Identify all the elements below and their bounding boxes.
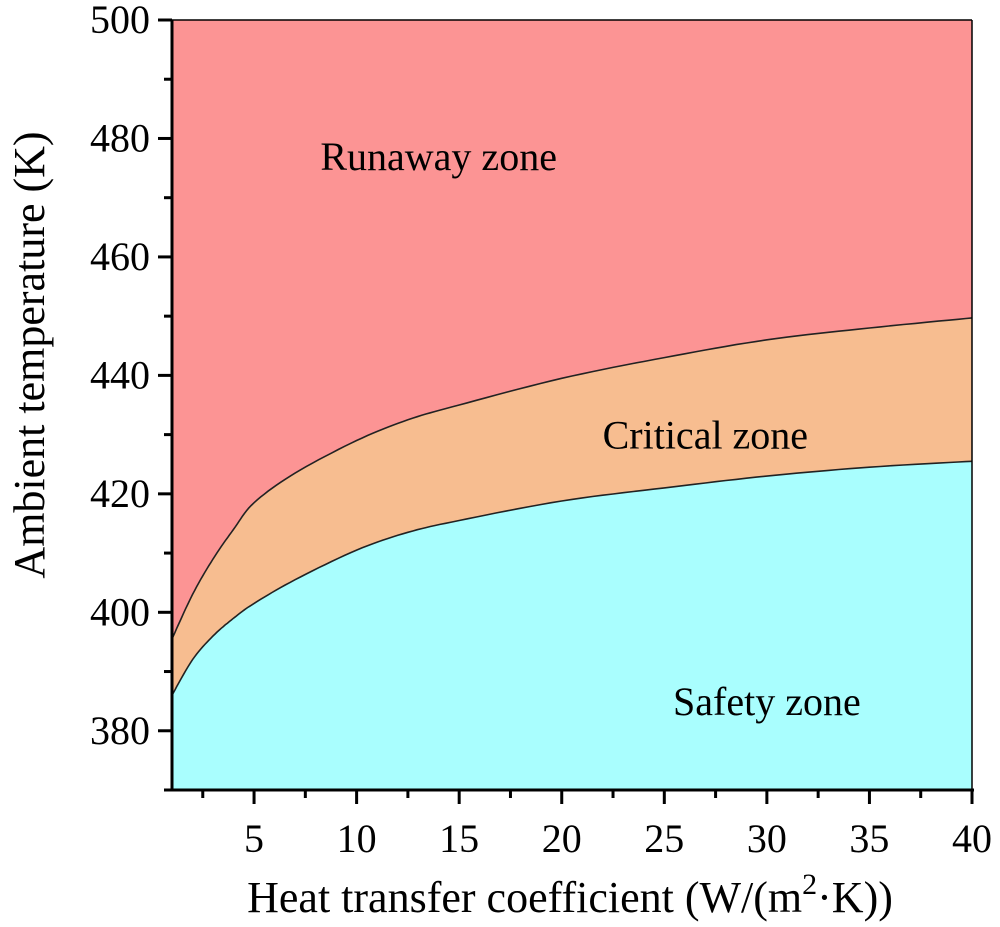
critical-zone-label: Critical zone [603,413,808,458]
y-tick-label: 480 [90,115,150,160]
plot-area [171,20,973,790]
critical-zone-area [172,317,972,696]
x-tick-label: 40 [952,816,992,861]
y-tick-label: 440 [90,352,150,397]
runaway-zone-area [172,20,972,639]
x-tick-label: 35 [849,816,889,861]
y-tick-label: 380 [90,708,150,753]
y-tick-label: 420 [90,471,150,516]
y-tick-label: 500 [90,0,150,42]
runaway-zone-label: Runaway zone [320,134,557,179]
safety-boundary-line [171,460,973,696]
x-tick-label: 25 [644,816,684,861]
y-tick-label: 460 [90,234,150,279]
safety-zone-label: Safety zone [673,679,861,724]
zone-labels: Runaway zone Critical zone Safety zone [320,134,860,724]
x-axis-title: Heat transfer coefficient (W/(m2·K)) [247,868,893,922]
safety-zone-area [172,461,972,790]
y-axis-title: Ambient temperature (K) [5,131,54,578]
x-tick-label: 30 [747,816,787,861]
axes: 380 400 420 440 460 480 500 5 10 15 20 25 30 35 40 Heat… [5,0,992,922]
y-tick-label: 400 [90,589,150,634]
runaway-boundary-line [171,317,973,640]
x-tick-label: 5 [244,816,264,861]
x-tick-label: 10 [337,816,377,861]
x-tick-label: 15 [439,816,479,861]
x-tick-label: 20 [542,816,582,861]
